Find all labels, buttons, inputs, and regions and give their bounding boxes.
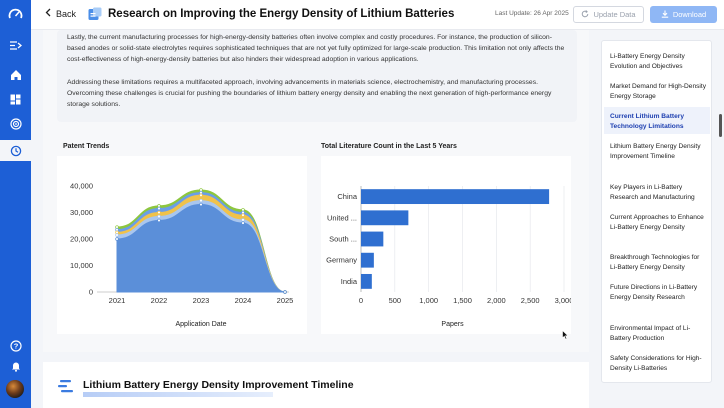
literature-count-chart: 0 500 1,000 1,500 2,000 2,500 3,000 China United…	[326, 186, 573, 328]
table-of-contents: Li-Battery Energy Density Evolution and …	[601, 40, 712, 383]
x-tick-label: 3,000	[555, 296, 571, 305]
section-title: Lithium Battery Energy Density Improveme…	[83, 379, 354, 391]
category-label: India	[341, 277, 358, 286]
literature-chart-card: 0 500 1,000 1,500 2,000 2,500 3,000 China United…	[321, 156, 573, 334]
y-tick-label: 0	[89, 288, 93, 297]
x-tick-label: 1,000	[419, 296, 438, 305]
x-tick-label: 0	[359, 296, 363, 305]
bar	[361, 252, 374, 268]
section-list-icon	[58, 379, 74, 393]
patent-trends-title: Patent Trends	[63, 143, 110, 150]
toc-item[interactable]: Current Approaches to Enhance Li-Battery…	[610, 214, 704, 232]
expand-icon[interactable]	[8, 38, 23, 53]
data-point	[115, 237, 119, 241]
x-axis-label: Application Date	[176, 321, 227, 328]
back-button[interactable]: Back	[45, 8, 76, 19]
data-point	[241, 213, 245, 217]
x-axis-label: Papers	[441, 321, 464, 328]
section-title-underline	[83, 392, 273, 397]
home-icon[interactable]	[8, 67, 23, 82]
data-point	[157, 218, 161, 223]
top-header: Back Research on Improving the Energy De…	[31, 0, 724, 30]
update-data-button[interactable]: Update Data	[573, 6, 644, 23]
paragraph: Addressing these limitations requires a …	[67, 78, 552, 109]
refresh-icon	[581, 9, 589, 20]
toc-item[interactable]: Lithium Battery Energy Density Improveme…	[610, 143, 701, 161]
bar	[361, 189, 550, 205]
data-point	[157, 210, 161, 215]
toc-item[interactable]: Breakthrough Technologies for Li-Battery…	[610, 254, 700, 272]
patent-chart-card: 0 10,000 20,000 30,000 40,000 2021 2022 2023 202…	[57, 156, 307, 334]
left-navigation-rail: ?	[0, 0, 31, 408]
bar	[361, 210, 409, 226]
category-label: South ...	[329, 235, 357, 244]
area-series	[116, 204, 286, 293]
download-label: Download	[672, 10, 707, 19]
toc-item[interactable]: Key Players in Li-Battery Research and M…	[610, 184, 695, 202]
data-point	[241, 221, 245, 225]
data-point	[157, 206, 161, 211]
last-update-label: Last Update: 26 Apr 2025	[495, 10, 569, 17]
main-content: Lastly, the current manufacturing proces…	[43, 30, 589, 352]
data-point	[199, 193, 203, 198]
y-tick-label: 30,000	[70, 208, 93, 217]
timeline-section: Lithium Battery Energy Density Improveme…	[43, 362, 589, 408]
category-label: China	[337, 192, 357, 201]
text-card: Lastly, the current manufacturing proces…	[57, 30, 577, 122]
x-tick-label: 2023	[193, 296, 210, 305]
patent-trends-chart: 0 10,000 20,000 30,000 40,000 2021 2022 2023 202…	[70, 182, 294, 329]
download-button[interactable]: Download	[650, 6, 717, 23]
radar-icon[interactable]	[8, 116, 23, 131]
x-tick-label: 2,500	[521, 296, 540, 305]
literature-count-title: Total Literature Count in the Last 5 Yea…	[321, 143, 457, 150]
dashboard-icon[interactable]	[8, 92, 23, 107]
x-tick-label: 1,500	[453, 296, 472, 305]
history-icon[interactable]	[8, 143, 23, 158]
chevron-left-icon	[45, 8, 51, 19]
category-label: United ...	[327, 213, 357, 222]
toc-item[interactable]: Market Demand for High-Density Energy St…	[610, 83, 707, 101]
logo-icon[interactable]	[8, 7, 23, 22]
y-tick-label: 20,000	[70, 235, 93, 244]
x-tick-label: 2025	[277, 296, 294, 305]
update-data-label: Update Data	[593, 10, 636, 19]
toc-item[interactable]: Li-Battery Energy Density Evolution and …	[610, 53, 685, 71]
page-title: Research on Improving the Energy Density…	[108, 8, 455, 20]
data-point	[283, 290, 287, 294]
toc-item[interactable]: Environmental Impact of Li-Battery Produ…	[610, 325, 691, 343]
data-point	[199, 198, 203, 203]
x-tick-label: 2022	[151, 296, 168, 305]
x-tick-label: 2,000	[487, 296, 506, 305]
data-point	[115, 233, 119, 237]
data-point	[157, 214, 161, 219]
y-tick-label: 10,000	[70, 261, 93, 270]
x-tick-label: 500	[389, 296, 402, 305]
help-icon[interactable]: ?	[8, 338, 23, 353]
y-tick-label: 40,000	[70, 182, 93, 191]
toc-item-active[interactable]: Current Lithium Battery Technology Limit…	[610, 113, 685, 131]
category-label: Germany	[326, 256, 357, 265]
scrollbar-thumb[interactable]	[719, 114, 722, 137]
svg-text:?: ?	[13, 341, 18, 350]
x-tick-label: 2024	[235, 296, 252, 305]
bar	[361, 273, 372, 289]
back-label: Back	[56, 8, 77, 19]
x-tick-label: 2021	[109, 296, 126, 305]
notification-icon[interactable]	[8, 358, 23, 373]
download-icon	[661, 10, 669, 20]
report-icon	[88, 7, 102, 21]
data-point	[241, 218, 245, 222]
toc-item[interactable]: Future Directions in Li-Battery Energy D…	[610, 284, 698, 302]
bar	[361, 231, 384, 247]
user-avatar[interactable]	[6, 380, 24, 398]
mouse-cursor-icon	[562, 327, 569, 345]
data-point	[199, 202, 203, 207]
paragraph: Lastly, the current manufacturing proces…	[67, 34, 565, 64]
toc-active-highlight	[604, 107, 710, 134]
toc-item[interactable]: Safety Considerations for High-Density L…	[610, 355, 702, 373]
